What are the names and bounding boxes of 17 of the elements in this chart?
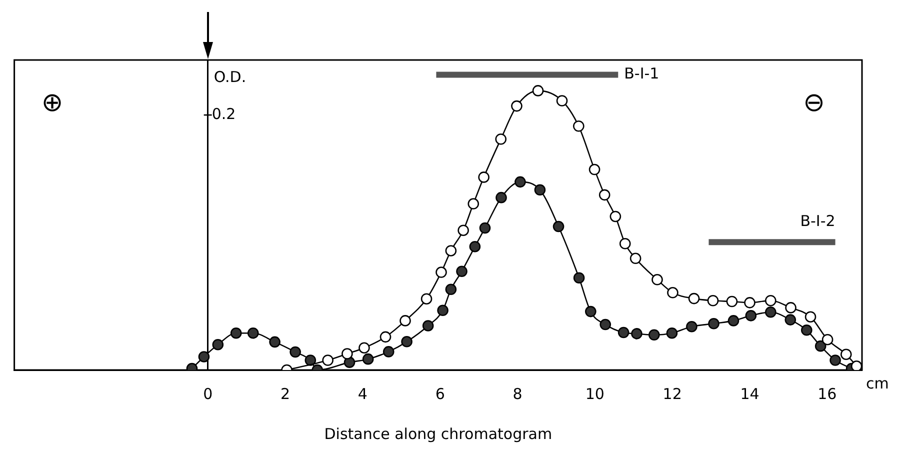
text: cm: [866, 374, 889, 392]
x-tick-label: 6: [435, 384, 445, 403]
y-axis-title: O.D.: [214, 68, 246, 86]
annotation: ⊖: [803, 88, 825, 118]
series-label: B-I-2: [800, 212, 836, 230]
x-tick-label: 4: [358, 384, 368, 403]
x-axis-title: Distance along chromatogram: [324, 424, 552, 443]
series-label: B-I-1: [624, 64, 660, 83]
x-tick-label: 14: [740, 384, 760, 403]
x-tick-label: 8: [512, 384, 522, 403]
x-tick-label: 0: [203, 384, 213, 403]
annotation: 0.2: [212, 104, 236, 123]
x-tick-label: 12: [662, 384, 682, 403]
x-tick-label: 2: [280, 384, 290, 403]
x-tick-label: 16: [818, 384, 837, 403]
annotation: ⊕: [41, 88, 64, 118]
x-tick-label: 10: [585, 384, 604, 403]
